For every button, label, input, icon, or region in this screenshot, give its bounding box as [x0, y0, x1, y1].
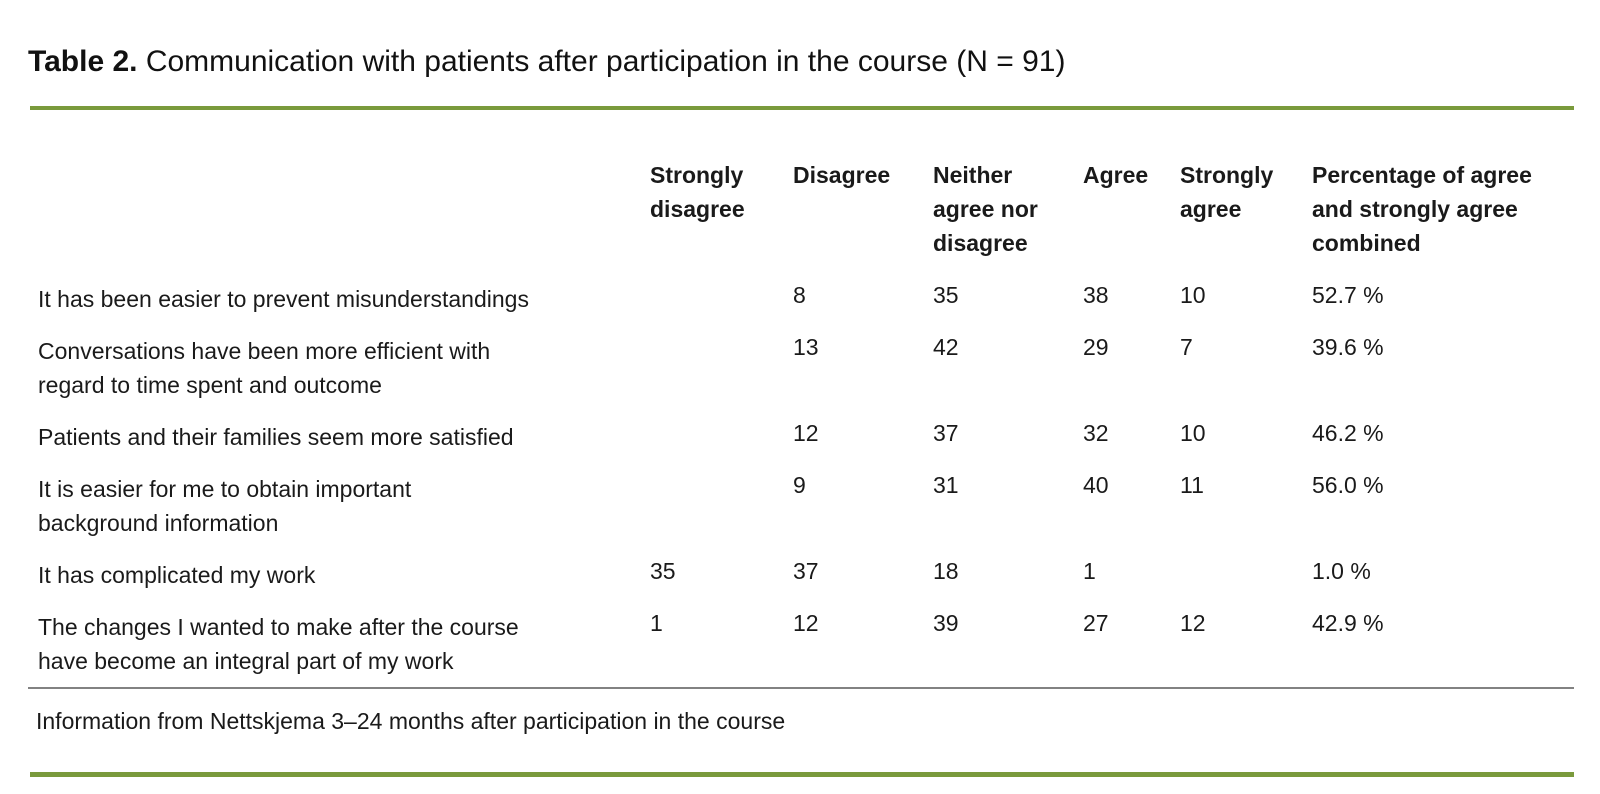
- cell-strongly-agree: 7: [1180, 334, 1193, 360]
- cell-strongly-agree: 12: [1180, 610, 1206, 636]
- cell-neither: 31: [933, 472, 959, 498]
- cell-agree: 27: [1083, 610, 1109, 636]
- header-line: agree: [1180, 196, 1242, 222]
- row-label: It has been easier to prevent misunderst…: [38, 282, 650, 334]
- row-label-line: It has complicated my work: [38, 562, 316, 588]
- cell-agree: 40: [1083, 472, 1109, 498]
- cell-strongly-disagree: 1: [650, 610, 663, 636]
- column-header-percentage-combined: Percentage of agree and strongly agree c…: [1312, 158, 1574, 282]
- cell-neither: 35: [933, 282, 959, 308]
- row-label: It has complicated my work: [38, 558, 650, 610]
- cell-percentage: 42.9 %: [1312, 610, 1384, 636]
- table-row: Conversations have been more efficient w…: [38, 334, 1574, 420]
- row-label-line: Patients and their families seem more sa…: [38, 424, 514, 450]
- row-label: The changes I wanted to make after the c…: [38, 610, 650, 678]
- row-label: Conversations have been more efficient w…: [38, 334, 650, 420]
- row-label-line: regard to time spent and outcome: [38, 372, 382, 398]
- header-line: combined: [1312, 230, 1421, 256]
- table-row: It has complicated my work 35 37 18 1 1.…: [38, 558, 1574, 610]
- footnote-rule: [28, 687, 1574, 689]
- column-header-agree: Agree: [1083, 158, 1180, 282]
- row-label-line: It has been easier to prevent misunderst…: [38, 286, 529, 312]
- cell-agree: 38: [1083, 282, 1109, 308]
- row-label-line: The changes I wanted to make after the c…: [38, 614, 519, 640]
- cell-strongly-agree: 10: [1180, 282, 1206, 308]
- table-title-label: Table 2.: [28, 45, 138, 78]
- cell-neither: 37: [933, 420, 959, 446]
- row-label-line: Conversations have been more efficient w…: [38, 338, 491, 364]
- cell-strongly-disagree: [650, 334, 793, 420]
- cell-disagree: 13: [793, 334, 819, 360]
- header-row: Strongly disagree Disagree Neither agree…: [38, 158, 1574, 282]
- cell-agree: 1: [1083, 558, 1096, 584]
- footnote-text: Information from Nettskjema 3–24 months …: [36, 708, 786, 734]
- header-line: Disagree: [793, 162, 891, 188]
- header-line: disagree: [933, 230, 1028, 256]
- column-header-neither: Neither agree nor disagree: [933, 158, 1083, 282]
- cell-neither: 39: [933, 610, 959, 636]
- top-green-rule: [30, 106, 1574, 110]
- cell-neither: 18: [933, 558, 959, 584]
- cell-strongly-disagree: [650, 420, 793, 472]
- cell-percentage: 39.6 %: [1312, 334, 1384, 360]
- row-label-line: It is easier for me to obtain important: [38, 476, 412, 502]
- cell-percentage: 56.0 %: [1312, 472, 1384, 498]
- bottom-green-rule: [30, 772, 1574, 777]
- results-table: Strongly disagree Disagree Neither agree…: [38, 158, 1574, 678]
- row-label-line: background information: [38, 510, 279, 536]
- table-row: The changes I wanted to make after the c…: [38, 610, 1574, 678]
- row-label: It is easier for me to obtain important …: [38, 472, 650, 558]
- cell-percentage: 1.0 %: [1312, 558, 1371, 584]
- cell-strongly-disagree: 35: [650, 558, 676, 584]
- cell-percentage: 46.2 %: [1312, 420, 1384, 446]
- table-row: Patients and their families seem more sa…: [38, 420, 1574, 472]
- header-line: Strongly: [1180, 162, 1274, 188]
- cell-disagree: 9: [793, 472, 806, 498]
- cell-agree: 32: [1083, 420, 1109, 446]
- table-row: It is easier for me to obtain important …: [38, 472, 1574, 558]
- column-header-strongly-agree: Strongly agree: [1180, 158, 1312, 282]
- cell-disagree: 12: [793, 610, 819, 636]
- column-header-statements: [38, 158, 650, 282]
- header-line: Percentage of agree: [1312, 162, 1532, 188]
- table-row: It has been easier to prevent misunderst…: [38, 282, 1574, 334]
- header-line: Agree: [1083, 162, 1149, 188]
- header-line: Neither: [933, 162, 1013, 188]
- cell-strongly-agree: [1180, 558, 1312, 610]
- cell-disagree: 12: [793, 420, 819, 446]
- row-label: Patients and their families seem more sa…: [38, 420, 650, 472]
- table-title: Table 2. Communication with patients aft…: [28, 42, 1600, 82]
- header-line: Strongly: [650, 162, 744, 188]
- header-line: agree nor: [933, 196, 1038, 222]
- column-header-strongly-disagree: Strongly disagree: [650, 158, 793, 282]
- cell-disagree: 8: [793, 282, 806, 308]
- header-line: disagree: [650, 196, 745, 222]
- column-header-disagree: Disagree: [793, 158, 933, 282]
- cell-strongly-agree: 10: [1180, 420, 1206, 446]
- cell-disagree: 37: [793, 558, 819, 584]
- header-line: and strongly agree: [1312, 196, 1518, 222]
- table-title-text: Communication with patients after partic…: [137, 45, 1066, 78]
- row-label-line: have become an integral part of my work: [38, 648, 454, 674]
- cell-strongly-disagree: [650, 282, 793, 334]
- cell-strongly-agree: 11: [1180, 472, 1204, 498]
- cell-neither: 42: [933, 334, 959, 360]
- cell-agree: 29: [1083, 334, 1109, 360]
- cell-strongly-disagree: [650, 472, 793, 558]
- cell-percentage: 52.7 %: [1312, 282, 1384, 308]
